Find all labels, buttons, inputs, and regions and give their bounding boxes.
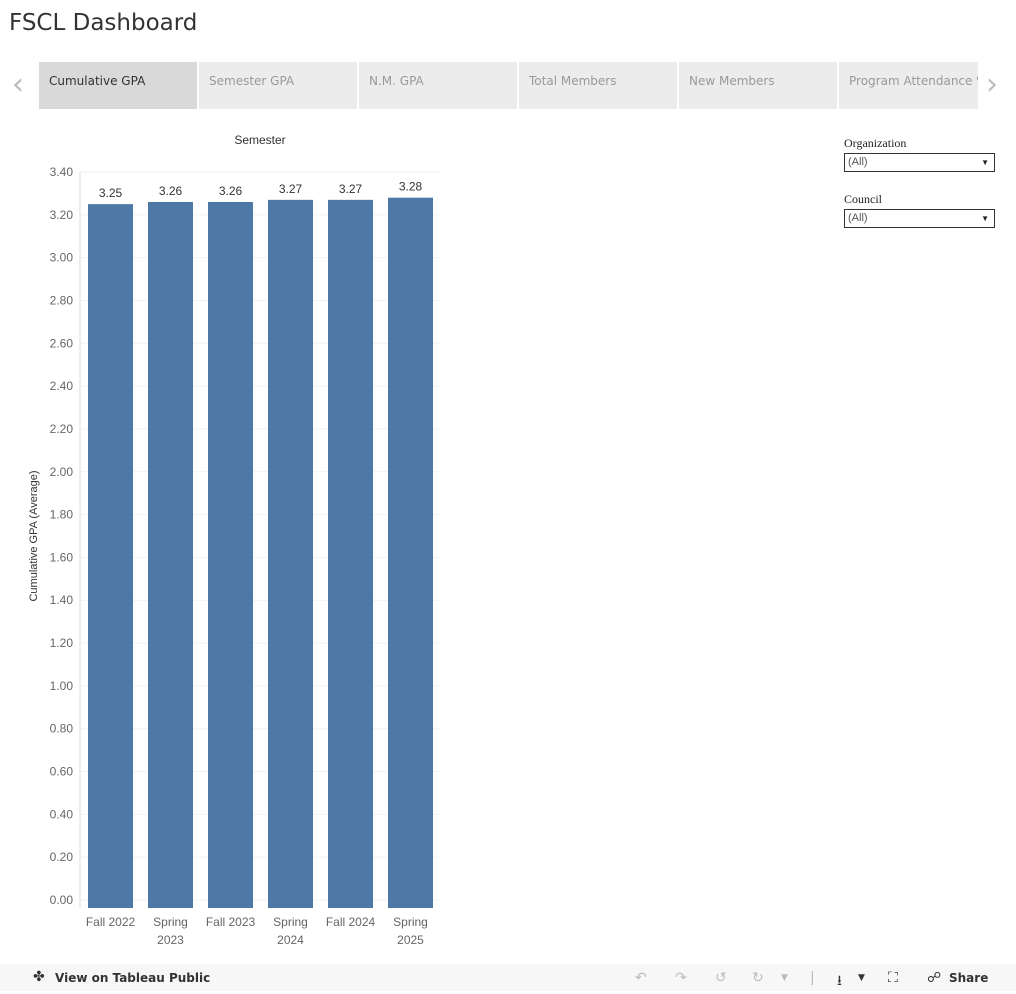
data-label: 3.25 [99,186,123,200]
y-tick-label: 3.20 [50,208,74,222]
refresh-dropdown-icon[interactable]: ▼ [781,973,788,983]
tab-total-members[interactable]: Total Members [519,62,677,109]
x-tick-label: 2024 [277,933,304,947]
x-tick-label: Spring [393,915,428,929]
x-tick-label: 2025 [397,933,424,947]
tab-program-attendance[interactable]: Program Attendance % [839,62,978,109]
y-tick-label: 0.20 [50,850,74,864]
y-tick-label: 0.60 [50,765,74,779]
y-tick-label: 0.80 [50,722,74,736]
divider: | [810,970,815,986]
y-tick-label: 2.20 [50,422,74,436]
redo-icon[interactable]: ↷ [675,970,687,986]
refresh-icon[interactable]: ↻ [752,970,764,986]
y-tick-label: 2.60 [50,336,74,350]
data-label: 3.26 [219,184,243,198]
cumulative-gpa-bar-chart: Semester Cumulative GPA (Average) 0.00 0.20… [28,133,440,947]
share-button[interactable]: Share [949,971,989,985]
bar [208,201,253,909]
y-axis-label: Cumulative GPA (Average) [28,470,40,601]
y-tick-label: 2.40 [50,379,74,393]
bar [268,199,313,908]
tab-nm-gpa[interactable]: N.M. GPA [359,62,517,109]
data-label: 3.26 [159,184,183,198]
y-tick-label: 1.00 [50,679,74,693]
y-tick-label: 1.60 [50,550,74,564]
tab-new-members[interactable]: New Members [679,62,837,109]
download-dropdown-icon[interactable]: ▼ [858,973,865,983]
bar [388,197,433,909]
council-filter: Council (All) ▼ [844,192,995,228]
download-icon[interactable]: ⭳ [837,973,842,989]
dashboard-title: FSCL Dashboard [9,10,198,36]
y-tick-label: 0.00 [50,893,74,907]
view-on-tableau-public-link[interactable]: View on Tableau Public [55,971,211,985]
x-tick-label: Spring [153,915,188,929]
dropdown-arrow-icon: ▼ [981,214,989,223]
undo-icon[interactable]: ↶ [635,970,647,986]
tabs-next-arrow-icon[interactable]: › [986,67,998,102]
council-select[interactable]: (All) ▼ [844,209,995,228]
share-icon[interactable]: ☍ [927,970,942,986]
y-tick-label: 1.80 [50,508,74,522]
bar [148,201,193,909]
tab-bar: Cumulative GPA Semester GPA N.M. GPA Tot… [39,62,978,109]
organization-filter: Organization (All) ▼ [844,136,995,172]
fullscreen-icon[interactable]: ⛶ [888,970,898,986]
chart-title: Semester [234,133,285,147]
y-tick-label: 2.80 [50,293,74,307]
x-tick-label: 2023 [157,933,184,947]
x-tick-label: Fall 2024 [326,915,376,929]
revert-icon[interactable]: ↺ [715,970,727,986]
footer-toolbar: ✤ View on Tableau Public ↶ ↷ ↺ ↻ ▼ | ⭳ ▼… [0,964,1016,991]
tabs-prev-arrow-icon[interactable]: ‹ [12,67,24,102]
organization-select[interactable]: (All) ▼ [844,153,995,172]
y-tick-label: 2.00 [50,465,74,479]
dropdown-arrow-icon: ▼ [981,158,989,167]
data-label: 3.27 [279,182,303,196]
bar [88,204,133,908]
y-tick-label: 1.20 [50,636,74,650]
y-tick-label: 0.40 [50,807,74,821]
y-tick-label: 1.40 [50,593,74,607]
data-label: 3.28 [399,180,423,194]
x-tick-label: Fall 2022 [86,915,136,929]
x-tick-label: Spring [273,915,308,929]
filter-label: Council [844,192,882,206]
filter-label: Organization [844,136,907,150]
tableau-logo-icon: ✤ [33,969,45,985]
y-tick-label: 3.40 [50,165,74,179]
tab-semester-gpa[interactable]: Semester GPA [199,62,357,109]
data-label: 3.27 [339,182,363,196]
bar [328,199,373,908]
x-tick-label: Fall 2023 [206,915,256,929]
y-tick-label: 3.00 [50,251,74,265]
tab-cumulative-gpa[interactable]: Cumulative GPA [39,62,197,109]
